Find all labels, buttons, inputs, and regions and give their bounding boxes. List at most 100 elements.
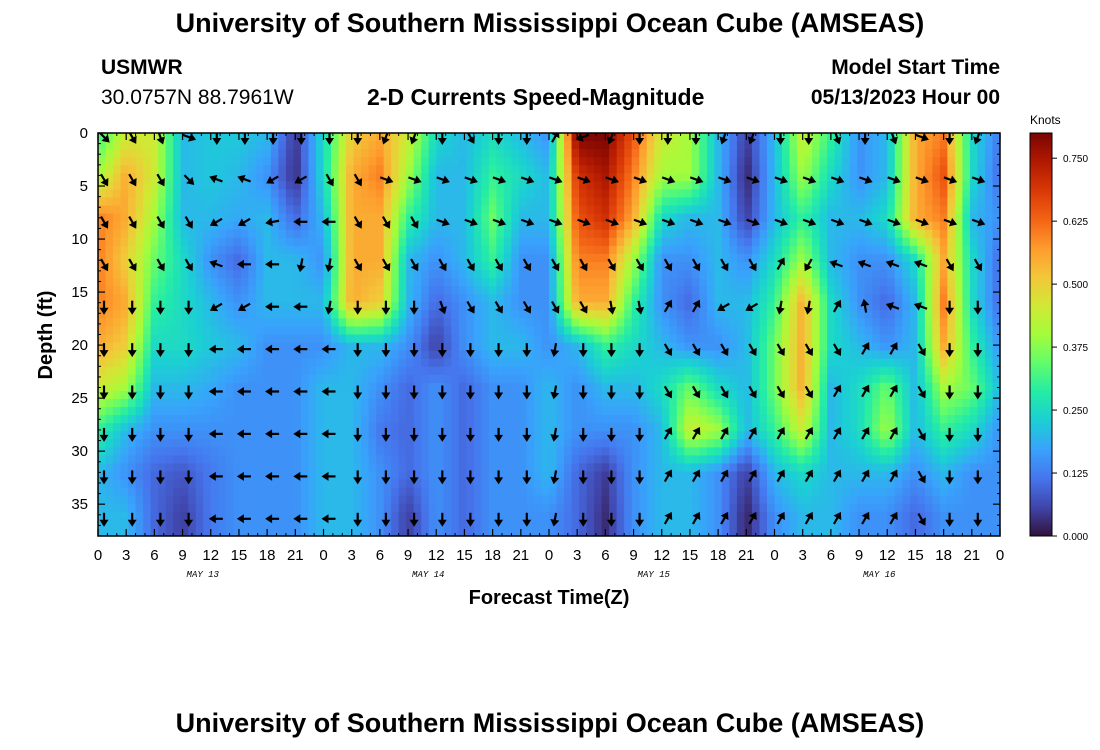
heatmap-cell <box>218 229 227 239</box>
heatmap-cell <box>203 261 212 271</box>
heatmap-cell <box>924 205 933 215</box>
heatmap-cell <box>128 157 137 166</box>
heatmap-cell <box>421 350 430 360</box>
heatmap-cell <box>571 415 580 424</box>
heatmap-cell <box>631 149 640 158</box>
heatmap-cell <box>533 286 543 295</box>
heatmap-cell <box>331 407 340 416</box>
heatmap-cell <box>984 229 994 239</box>
heatmap-cell <box>218 165 227 174</box>
heatmap-cell <box>361 415 370 424</box>
heatmap-cell <box>263 189 272 199</box>
heatmap-cell <box>902 165 911 174</box>
heatmap-cell <box>285 431 295 440</box>
heatmap-cell <box>398 173 407 182</box>
heatmap-cell <box>173 149 182 158</box>
heatmap-cell <box>338 270 347 279</box>
heatmap-cell <box>391 350 400 360</box>
heatmap-cell <box>443 165 452 174</box>
heatmap-cell <box>158 133 167 142</box>
heatmap-cell <box>939 342 948 352</box>
heatmap-cell <box>225 455 234 465</box>
heatmap-cell <box>879 270 888 279</box>
heatmap-cell <box>173 390 182 400</box>
heatmap-cell <box>270 415 279 424</box>
heatmap-cell <box>421 431 430 440</box>
heatmap-cell <box>195 439 204 448</box>
heatmap-cell <box>947 237 956 247</box>
heatmap-cell <box>346 342 355 352</box>
heatmap-cell <box>736 350 746 360</box>
heatmap-cell <box>624 398 633 408</box>
heatmap-cell <box>315 278 325 287</box>
heatmap-cell <box>165 318 174 328</box>
heatmap-cell <box>579 374 588 384</box>
heatmap-cell <box>556 366 565 376</box>
heatmap-cell <box>488 447 497 456</box>
heatmap-cell <box>135 189 144 199</box>
heatmap-cell <box>992 221 1000 231</box>
heatmap-cell <box>308 294 317 303</box>
heatmap-cell <box>849 382 858 392</box>
heatmap-cell <box>488 398 497 408</box>
heatmap-cell <box>894 398 903 408</box>
heatmap-cell <box>150 181 159 191</box>
heatmap-cell <box>113 197 122 207</box>
heatmap-cell <box>158 382 167 392</box>
heatmap-cell <box>894 431 903 440</box>
heatmap-cell <box>782 237 791 247</box>
heatmap-cell <box>165 463 174 473</box>
heatmap-cell <box>98 294 107 303</box>
heatmap-cell <box>669 221 678 231</box>
heatmap-cell <box>300 133 310 142</box>
heatmap-cell <box>300 326 310 336</box>
heatmap-cell <box>353 334 362 344</box>
heatmap-cell <box>128 439 137 448</box>
heatmap-cell <box>729 390 738 400</box>
heatmap-cell <box>549 407 558 416</box>
heatmap-cell <box>842 286 851 295</box>
heatmap-cell <box>338 157 347 166</box>
heatmap-cell <box>541 213 550 223</box>
heatmap-cell <box>842 197 851 207</box>
heatmap-cell <box>812 415 821 424</box>
heatmap-cell <box>842 133 851 142</box>
heatmap-cell <box>932 342 941 352</box>
heatmap-cell <box>684 181 693 191</box>
heatmap-cell <box>864 455 873 465</box>
heatmap-cell <box>158 189 167 199</box>
heatmap-cell <box>924 398 933 408</box>
heatmap-cell <box>368 334 377 344</box>
heatmap-cell <box>98 278 107 287</box>
heatmap-cell <box>98 334 107 344</box>
heatmap-cell <box>864 302 873 311</box>
heatmap-cell <box>924 423 933 432</box>
heatmap-cell <box>706 350 715 360</box>
heatmap-cell <box>391 181 400 191</box>
heatmap-cell <box>977 310 986 319</box>
heatmap-cell <box>857 310 866 319</box>
heatmap-cell <box>526 221 535 231</box>
heatmap-cell <box>556 141 565 150</box>
heatmap-cell <box>466 334 475 344</box>
heatmap-cell <box>263 415 272 424</box>
heatmap-cell <box>624 253 633 263</box>
heatmap-cell <box>496 342 505 352</box>
heatmap-cell <box>766 286 776 295</box>
heatmap-cell <box>639 439 648 448</box>
heatmap-cell <box>248 205 257 215</box>
heatmap-cell <box>789 253 798 263</box>
heatmap-cell <box>864 141 873 150</box>
heatmap-cell <box>639 213 648 223</box>
heatmap-cell <box>669 237 678 247</box>
heatmap-cell <box>857 237 866 247</box>
heatmap-cell <box>541 374 550 384</box>
heatmap-cell <box>714 149 723 158</box>
heatmap-cell <box>676 398 685 408</box>
heatmap-cell <box>902 278 911 287</box>
heatmap-cell <box>376 261 385 271</box>
heatmap-cell <box>300 286 310 295</box>
heatmap-cell <box>338 141 347 150</box>
heatmap-cell <box>105 149 114 158</box>
heatmap-cell <box>586 173 595 182</box>
